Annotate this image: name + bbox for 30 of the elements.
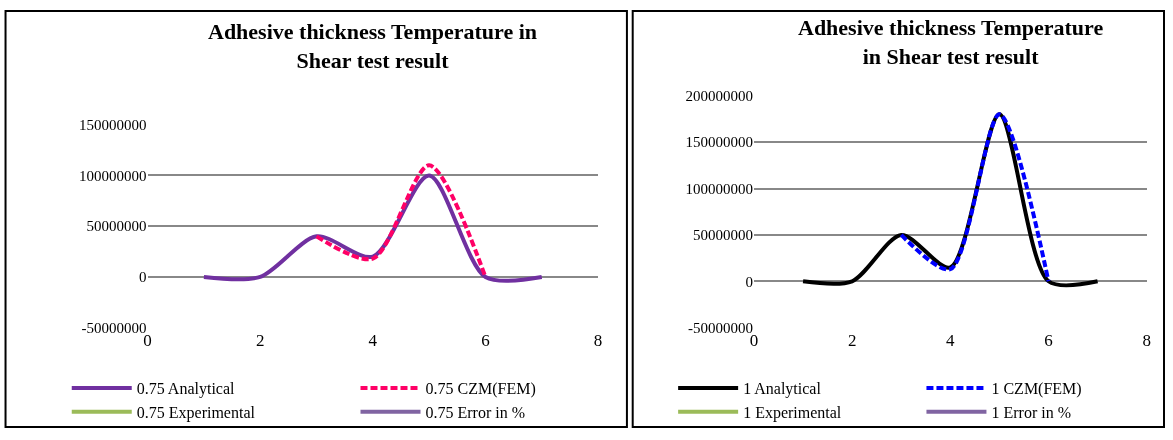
x-tick-label: 6 (1044, 330, 1053, 350)
x-tick-label: 8 (593, 330, 603, 350)
x-tick-label: 4 (946, 330, 956, 350)
chart-title: Adhesive thickness Temperature in Shear test result (798, 15, 1104, 69)
legend-label: 1 Experimental (743, 404, 842, 423)
y-tick-label: 100000000 (79, 167, 147, 184)
legend-label: 0.75 Error in % (425, 404, 526, 422)
chart-title: Adhesive thickness Temperature in Shear test result (208, 19, 538, 73)
x-tick-label: 4 (368, 330, 378, 350)
y-tick-label: 150000000 (79, 117, 147, 134)
x-tick-label: 2 (255, 330, 265, 350)
x-tick-label: 2 (847, 330, 857, 350)
y-tick-label: -50000000 (687, 319, 753, 336)
y-tick-label: 0 (745, 273, 753, 290)
y-tick-label: 0 (139, 269, 147, 286)
y-tick-label: -50000000 (81, 319, 147, 336)
y-tick-label: 100000000 (685, 180, 753, 197)
y-tick-label: 50000000 (86, 218, 147, 235)
y-tick-label: 150000000 (685, 134, 753, 151)
y-tick-label: 50000000 (692, 227, 753, 244)
x-tick-label: 8 (1142, 330, 1151, 350)
legend-label: 1 Error in % (991, 404, 1071, 422)
x-tick-label: 6 (481, 330, 490, 350)
line-series (899, 112, 1051, 284)
legend-label: 0.75 Analytical (136, 380, 236, 399)
legend-label: 1 Analytical (743, 380, 822, 399)
legend-label: 0.75 Experimental (136, 404, 256, 423)
y-tick-label: 200000000 (685, 88, 753, 105)
legend-label: 1 CZM(FEM) (991, 380, 1082, 399)
legend-label: 0.75 CZM(FEM) (425, 380, 536, 399)
